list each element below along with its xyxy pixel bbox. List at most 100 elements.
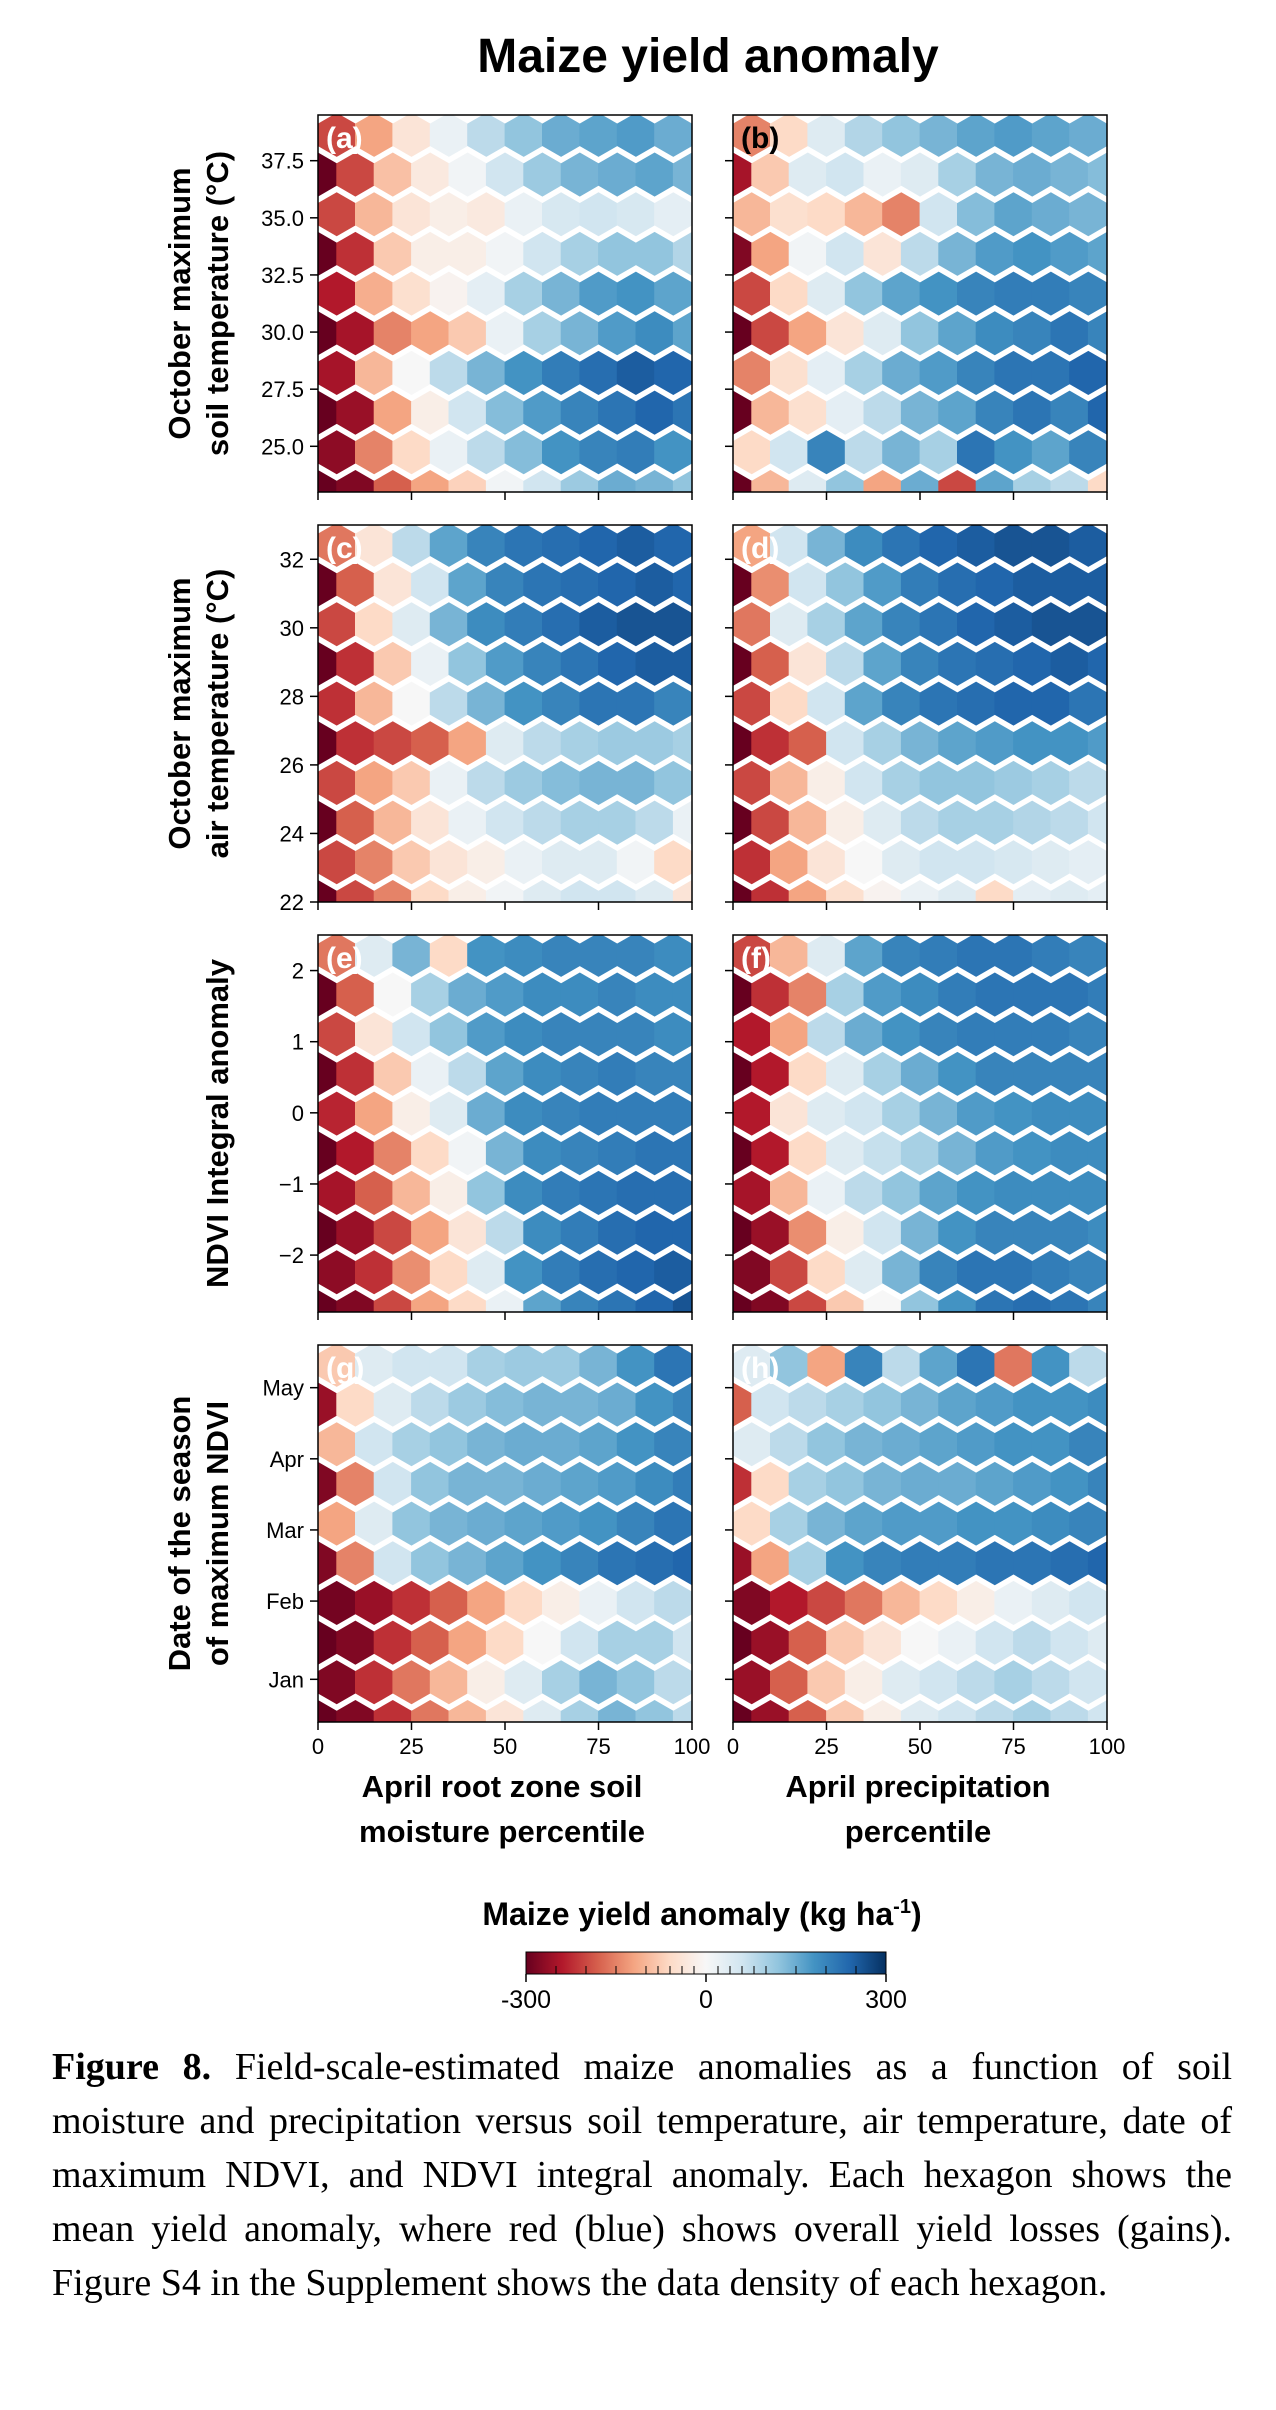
hex-cell bbox=[863, 1210, 902, 1255]
hex-cell bbox=[373, 1461, 412, 1506]
hex-cell bbox=[560, 721, 599, 766]
hex-cell bbox=[467, 1091, 506, 1136]
hex-cell bbox=[788, 390, 827, 435]
hex-cell bbox=[975, 972, 1014, 1017]
hex-cell bbox=[654, 430, 692, 475]
hex-cell bbox=[807, 760, 846, 805]
hex-cell bbox=[579, 1091, 618, 1136]
hex-cell bbox=[733, 271, 771, 316]
hex-cell bbox=[448, 311, 487, 356]
hex-cell bbox=[733, 1432, 734, 1456]
hex-cell bbox=[863, 1051, 902, 1096]
hex-cell bbox=[467, 1580, 506, 1625]
hex-cell bbox=[318, 1290, 338, 1312]
y-tick-label: Mar bbox=[266, 1518, 304, 1543]
hex-cell bbox=[392, 525, 431, 567]
hex-cell bbox=[751, 152, 790, 197]
hex-cell bbox=[1106, 123, 1107, 147]
hex-cell bbox=[523, 152, 562, 197]
hex-cell bbox=[635, 1210, 674, 1255]
hex-cell bbox=[900, 641, 940, 686]
hex-cell bbox=[844, 1345, 883, 1387]
hex-cell bbox=[448, 562, 487, 607]
hex-cell bbox=[467, 1345, 506, 1387]
hex-cell bbox=[411, 311, 450, 356]
hex-cell bbox=[542, 760, 581, 805]
hex-cell bbox=[616, 350, 655, 395]
hex-cell bbox=[560, 1700, 599, 1722]
ylabel-line2: air temperature (°C) bbox=[200, 569, 235, 859]
hex-cell bbox=[318, 311, 338, 356]
hex-cell bbox=[672, 311, 692, 356]
hex-cell bbox=[504, 192, 543, 237]
hex-cell bbox=[579, 1345, 618, 1387]
hex-cell bbox=[355, 430, 394, 475]
hex-cell bbox=[579, 430, 618, 475]
hex-cell bbox=[635, 152, 674, 197]
hex-cell bbox=[336, 641, 375, 686]
hex-cell bbox=[957, 1660, 996, 1705]
hex-cell bbox=[355, 840, 394, 885]
hex-cell bbox=[1106, 1022, 1107, 1046]
hex-cell bbox=[523, 1541, 562, 1586]
hex-cell bbox=[788, 231, 827, 276]
hex-cell bbox=[654, 1250, 692, 1295]
hex-cell bbox=[938, 1620, 977, 1665]
y-tick-label: 24 bbox=[280, 821, 304, 846]
hex-cell bbox=[355, 271, 394, 316]
hex-cell bbox=[373, 1210, 412, 1255]
hex-cell bbox=[672, 880, 692, 902]
hex-cell bbox=[844, 1250, 883, 1295]
hex-cell bbox=[504, 1012, 543, 1057]
hex-cell bbox=[542, 430, 581, 475]
hex-cell bbox=[733, 282, 734, 305]
hex-cell bbox=[616, 1170, 655, 1215]
hex-cell bbox=[504, 1501, 543, 1546]
hex-cell bbox=[429, 602, 468, 647]
hex-cell bbox=[467, 350, 506, 395]
hex-cell bbox=[844, 1501, 883, 1546]
hex-cell bbox=[957, 840, 996, 885]
hex-cell bbox=[616, 1012, 655, 1057]
hex-cell bbox=[598, 562, 637, 607]
hex-cell bbox=[691, 1353, 692, 1377]
hex-cell bbox=[751, 1382, 790, 1427]
hex-cell bbox=[770, 681, 809, 726]
hex-cell bbox=[318, 1660, 356, 1705]
hex-cell bbox=[733, 1181, 734, 1205]
hex-cell bbox=[1125, 721, 1163, 765]
hex-cell bbox=[1050, 311, 1089, 356]
hex-cell bbox=[1087, 880, 1107, 902]
hex-cell bbox=[560, 152, 599, 197]
hex-cell bbox=[826, 1290, 865, 1312]
hex-cell bbox=[919, 681, 958, 726]
hex-cell bbox=[788, 1541, 827, 1586]
hex-cell bbox=[994, 525, 1033, 567]
hex-cell bbox=[542, 935, 581, 977]
hex-cell bbox=[844, 430, 883, 475]
hex-cell bbox=[919, 525, 958, 567]
hex-cell bbox=[1125, 1700, 1163, 1744]
hex-cell bbox=[448, 470, 487, 492]
hex-cell bbox=[975, 1210, 1014, 1255]
hex-cell bbox=[975, 390, 1014, 435]
hex-cell bbox=[691, 282, 692, 305]
hex-cell bbox=[691, 1181, 692, 1205]
hex-cell bbox=[863, 1290, 902, 1312]
hex-cell bbox=[770, 935, 809, 977]
hex-cell bbox=[1031, 525, 1070, 567]
hex-cell bbox=[318, 851, 319, 874]
hex-cell bbox=[654, 1501, 692, 1546]
hex-cell bbox=[392, 1580, 431, 1625]
hex-cell bbox=[751, 311, 790, 356]
y-tick-label: 35.0 bbox=[261, 206, 304, 231]
hex-cell bbox=[844, 192, 883, 237]
hex-cell bbox=[523, 1131, 562, 1176]
hex-cell bbox=[560, 1461, 599, 1506]
hex-cell bbox=[770, 430, 809, 475]
hex-cell bbox=[448, 721, 487, 766]
hex-cell bbox=[1069, 1422, 1107, 1467]
hex-cell bbox=[318, 1580, 356, 1625]
hex-cell bbox=[863, 1620, 902, 1665]
hex-cell bbox=[882, 1501, 921, 1546]
